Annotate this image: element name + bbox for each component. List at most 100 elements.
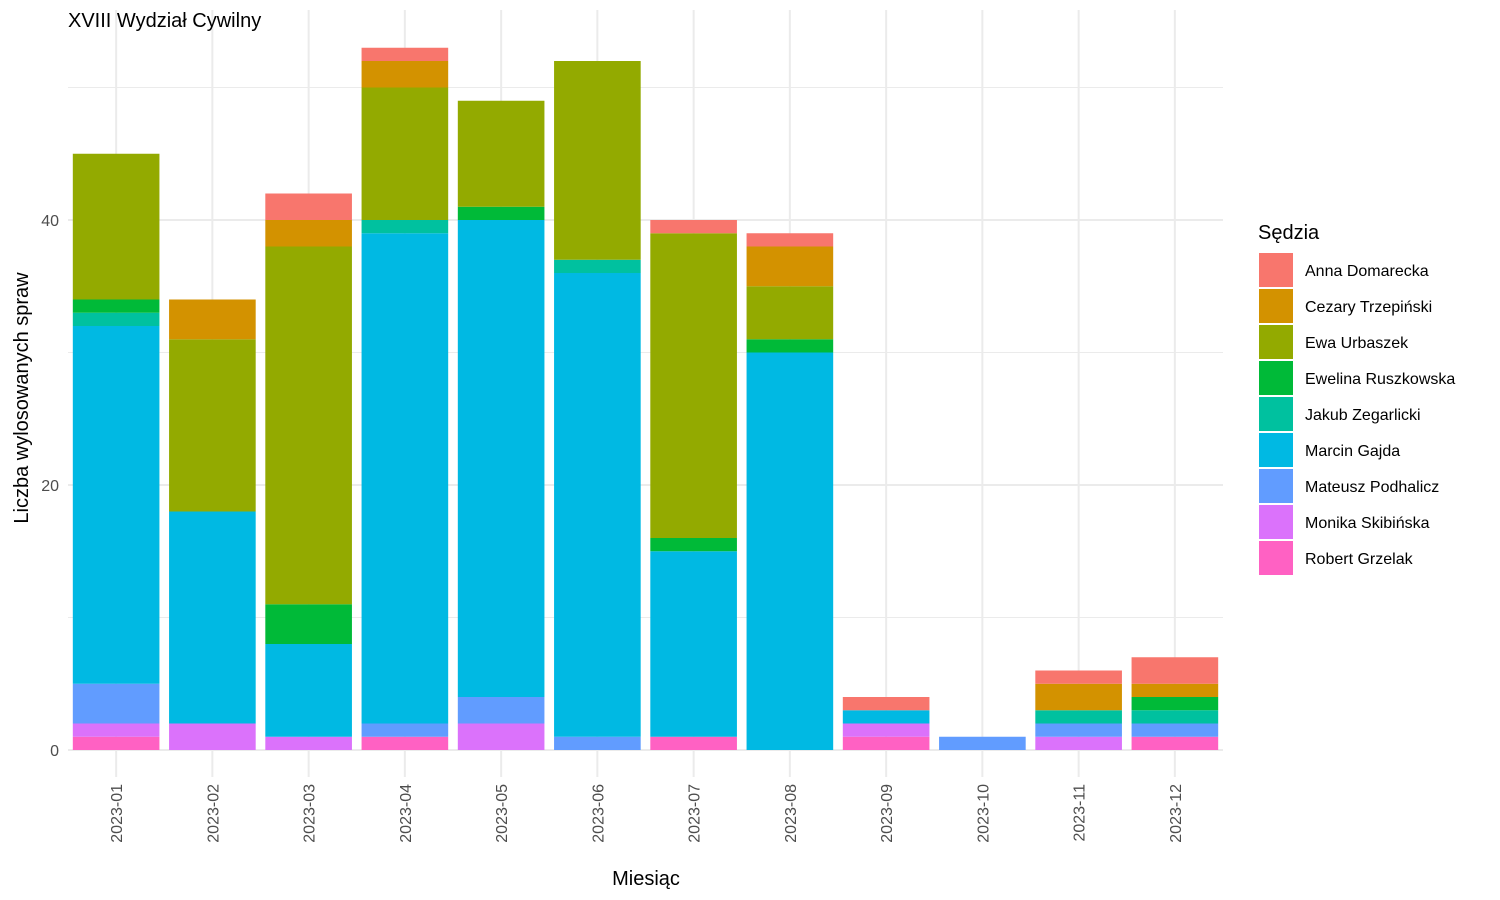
y-tick-labels: 0 20 40 bbox=[41, 213, 59, 760]
bar-segment bbox=[361, 723, 449, 737]
bar-segment bbox=[746, 339, 834, 353]
x-tick-label: 2023-07 bbox=[687, 784, 704, 843]
bar-segment bbox=[72, 736, 160, 750]
x-tick-labels: 2023-01 2023-02 2023-03 2023-04 2023-05 2023-… bbox=[109, 784, 1185, 843]
bar-segment bbox=[361, 220, 449, 234]
x-tick-label: 2023-10 bbox=[975, 784, 992, 843]
bar-segment bbox=[169, 339, 256, 512]
y-tick-label: 0 bbox=[50, 743, 59, 760]
bar-segment bbox=[1035, 723, 1122, 737]
bar-segment bbox=[1131, 697, 1219, 711]
legend-swatch bbox=[1259, 397, 1293, 431]
bar-segment bbox=[361, 87, 449, 220]
bar-segment bbox=[72, 312, 160, 326]
bar-segment bbox=[72, 153, 160, 300]
bar-segment bbox=[169, 299, 256, 340]
bar-segment bbox=[554, 273, 641, 737]
legend-swatch bbox=[1259, 433, 1293, 467]
x-tick-label: 2023-12 bbox=[1168, 784, 1185, 843]
x-tick-label: 2023-09 bbox=[879, 784, 896, 843]
legend-label: Ewa Urbaszek bbox=[1305, 335, 1409, 352]
y-tick-label: 40 bbox=[41, 213, 59, 230]
bar-segment bbox=[650, 233, 737, 538]
legend-label: Monika Skibińska bbox=[1305, 515, 1430, 532]
bar-segment bbox=[72, 683, 160, 724]
bar-segment bbox=[746, 246, 834, 287]
x-tick-label: 2023-11 bbox=[1072, 784, 1089, 842]
bar-segment bbox=[1131, 723, 1219, 737]
bar-segment bbox=[265, 246, 352, 605]
bar-segment bbox=[650, 220, 737, 234]
x-tick-label: 2023-04 bbox=[398, 784, 415, 843]
x-tick-label: 2023-05 bbox=[494, 784, 511, 843]
bar-segment bbox=[265, 220, 352, 247]
bar-segment bbox=[842, 697, 930, 711]
bar-segment bbox=[939, 736, 1026, 750]
bar-segment bbox=[650, 551, 737, 737]
legend-swatch bbox=[1259, 361, 1293, 395]
bar-segment bbox=[554, 61, 641, 260]
bar-segment bbox=[457, 723, 545, 750]
legend-swatch bbox=[1259, 289, 1293, 323]
legend-swatch bbox=[1259, 325, 1293, 359]
x-tick-label: 2023-02 bbox=[205, 784, 222, 843]
bar-segment bbox=[1131, 736, 1219, 750]
bar-segment bbox=[1131, 657, 1219, 684]
bar-segment bbox=[842, 736, 930, 750]
bar-segment bbox=[554, 736, 641, 750]
bars bbox=[72, 47, 1219, 750]
bar-segment bbox=[265, 736, 352, 750]
y-tick-label: 20 bbox=[41, 478, 59, 495]
x-tick-label: 2023-06 bbox=[590, 784, 607, 843]
legend-label: Jakub Zegarlicki bbox=[1305, 407, 1421, 424]
x-tick-label: 2023-03 bbox=[302, 784, 319, 843]
bar-segment bbox=[842, 723, 930, 737]
bar-segment bbox=[72, 723, 160, 737]
bar-segment bbox=[457, 206, 545, 220]
bar-segment bbox=[1035, 683, 1122, 711]
bar-segment bbox=[361, 736, 449, 750]
bar-segment bbox=[746, 233, 834, 247]
bar-segment bbox=[169, 723, 256, 750]
bar-segment bbox=[265, 604, 352, 644]
bar-segment bbox=[361, 47, 449, 61]
bar-segment bbox=[1035, 670, 1122, 684]
legend-label: Marcin Gajda bbox=[1305, 443, 1400, 460]
legend-swatch bbox=[1259, 505, 1293, 539]
bar-segment bbox=[650, 736, 737, 750]
legend-label: Anna Domarecka bbox=[1305, 263, 1429, 280]
bar-segment bbox=[361, 61, 449, 88]
bar-segment bbox=[746, 352, 834, 750]
x-tick-label: 2023-08 bbox=[783, 784, 800, 843]
bar-segment bbox=[457, 697, 545, 724]
bar-segment bbox=[1035, 736, 1122, 750]
x-axis-title: Miesiąc bbox=[612, 868, 680, 890]
x-tick-label: 2023-01 bbox=[109, 784, 126, 843]
bar-segment bbox=[1131, 683, 1219, 697]
bar-segment bbox=[265, 644, 352, 737]
legend-label: Robert Grzelak bbox=[1305, 551, 1414, 568]
bar-segment bbox=[554, 259, 641, 273]
bar-segment bbox=[72, 326, 160, 684]
bar-segment bbox=[265, 193, 352, 220]
bar-segment bbox=[1131, 710, 1219, 724]
legend-swatch bbox=[1259, 469, 1293, 503]
legend-swatch bbox=[1259, 541, 1293, 575]
chart-title: XVIII Wydział Cywilny bbox=[68, 10, 261, 32]
bar-segment bbox=[169, 511, 256, 724]
legend-label: Ewelina Ruszkowska bbox=[1305, 371, 1455, 388]
bar-segment bbox=[842, 710, 930, 724]
legend-label: Mateusz Podhalicz bbox=[1305, 479, 1439, 496]
bar-segment bbox=[457, 100, 545, 207]
bar-segment bbox=[746, 286, 834, 340]
bar-segment bbox=[457, 220, 545, 697]
bar-segment bbox=[361, 233, 449, 724]
legend-swatch bbox=[1259, 253, 1293, 287]
legend-title: Sędzia bbox=[1258, 222, 1320, 244]
y-axis-title: Liczba wylosowanych spraw bbox=[11, 272, 33, 524]
bar-segment bbox=[1035, 710, 1122, 724]
legend-label: Cezary Trzepiński bbox=[1305, 299, 1432, 316]
legend: Sędzia Anna Domarecka Cezary Trzepiński Ew… bbox=[1258, 222, 1455, 575]
bar-segment bbox=[72, 299, 160, 313]
